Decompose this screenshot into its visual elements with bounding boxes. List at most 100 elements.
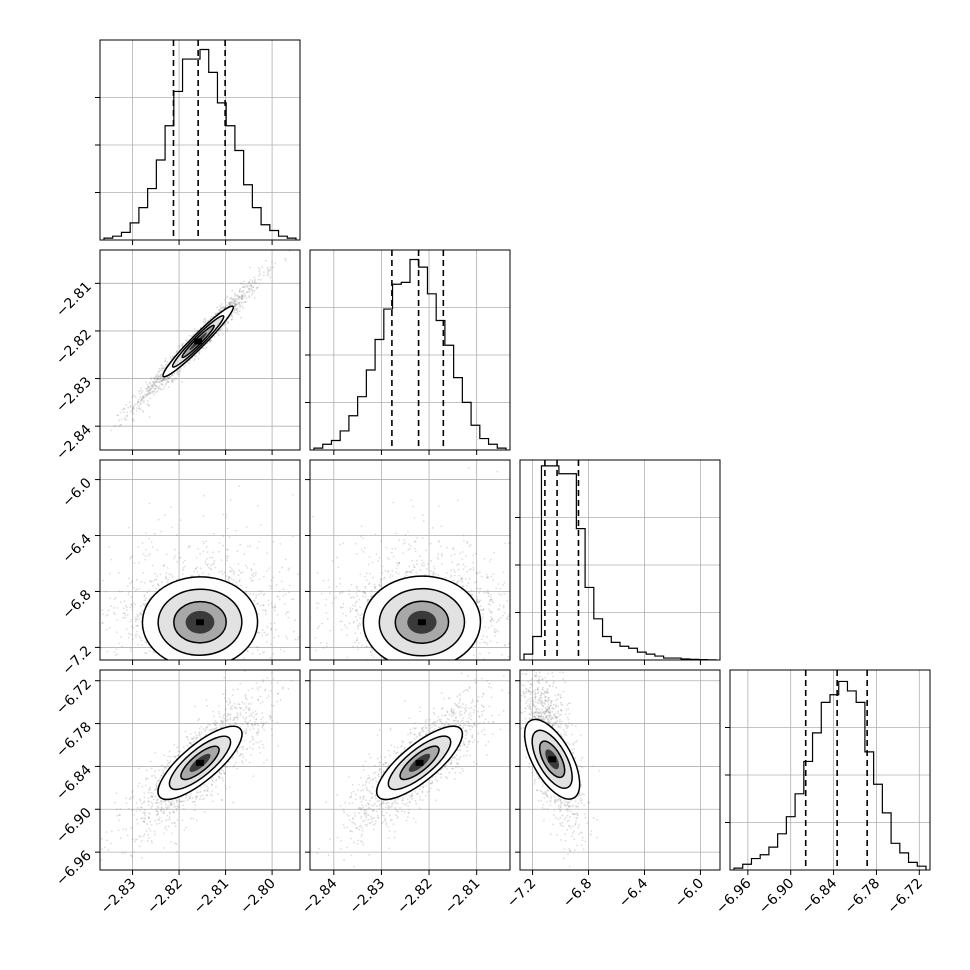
- sample-point: [147, 797, 150, 800]
- sample-point: [359, 614, 362, 617]
- sample-point: [149, 552, 151, 555]
- sample-point: [182, 566, 185, 569]
- sample-point: [100, 859, 103, 861]
- sample-point: [229, 297, 231, 300]
- sample-point: [162, 377, 165, 380]
- sample-point: [461, 578, 464, 581]
- sample-point: [147, 404, 150, 407]
- sample-point: [291, 535, 294, 538]
- sample-point: [306, 637, 308, 639]
- sample-point: [226, 330, 228, 332]
- sample-point: [507, 656, 510, 658]
- sample-point: [235, 309, 238, 311]
- sample-point: [441, 554, 443, 557]
- sample-point: [212, 800, 214, 803]
- sample-point: [161, 811, 164, 814]
- sample-point: [479, 652, 481, 655]
- sample-point: [479, 605, 482, 607]
- sample-point: [264, 609, 267, 612]
- sample-point: [339, 606, 342, 608]
- sample-point: [174, 825, 177, 827]
- sample-point: [253, 720, 256, 723]
- sample-point: [405, 570, 408, 573]
- sample-point: [203, 321, 206, 324]
- sample-point: [247, 707, 250, 710]
- sample-point: [192, 817, 195, 820]
- sample-point: [275, 584, 278, 586]
- sample-point: [126, 609, 128, 612]
- sample-point: [256, 734, 259, 737]
- sample-point: [169, 375, 172, 378]
- sample-point: [164, 366, 167, 368]
- sample-point: [195, 737, 198, 740]
- sample-point: [247, 287, 250, 290]
- sample-point: [487, 626, 490, 629]
- sample-point: [325, 598, 328, 601]
- sample-point: [139, 403, 142, 406]
- sample-point: [423, 685, 425, 687]
- sample-point: [238, 295, 241, 298]
- sample-point: [220, 303, 223, 305]
- sample-point: [185, 673, 187, 675]
- sample-point: [298, 237, 300, 239]
- sample-point: [227, 321, 230, 324]
- sample-point: [173, 379, 176, 381]
- sample-point: [91, 621, 93, 623]
- sample-point: [151, 381, 154, 383]
- sample-point: [392, 555, 395, 558]
- sample-point: [408, 547, 411, 550]
- sample-point: [147, 390, 149, 393]
- sample-point: [190, 742, 192, 744]
- sample-point: [248, 664, 250, 666]
- sample-point: [339, 620, 342, 623]
- sample-point: [232, 688, 235, 691]
- sample-point: [147, 777, 150, 780]
- sample-point: [263, 651, 266, 653]
- sample-point: [213, 335, 216, 338]
- sample-point: [116, 607, 119, 609]
- sample-point: [257, 631, 259, 633]
- sample-point: [200, 668, 202, 670]
- sample-point: [308, 588, 310, 590]
- sample-point: [362, 695, 364, 697]
- sample-point: [465, 585, 468, 587]
- sample-point: [236, 688, 239, 691]
- sample-point: [476, 600, 479, 603]
- sample-point: [153, 579, 156, 582]
- sample-point: [194, 567, 197, 570]
- sample-point: [228, 576, 231, 578]
- sample-point: [492, 619, 495, 622]
- sample-point: [156, 381, 159, 384]
- sample-point: [132, 394, 135, 397]
- sample-point: [140, 581, 143, 583]
- sample-point: [249, 290, 251, 293]
- sample-point: [221, 777, 224, 780]
- sample-point: [497, 583, 500, 585]
- sample-point: [144, 811, 147, 814]
- sample-point: [357, 624, 360, 627]
- sample-point: [258, 274, 260, 277]
- sample-point: [502, 584, 504, 586]
- sample-point: [113, 651, 116, 654]
- sample-point: [225, 559, 228, 562]
- sample-point: [202, 727, 205, 730]
- sample-point: [419, 569, 422, 571]
- sample-point: [140, 397, 143, 400]
- sample-point: [147, 385, 150, 388]
- sample-point: [220, 328, 222, 331]
- sample-point: [224, 692, 227, 695]
- sample-point: [118, 642, 121, 645]
- sample-point: [479, 608, 482, 611]
- sample-point: [404, 541, 407, 544]
- sample-point: [386, 570, 389, 573]
- sample-point: [147, 811, 150, 814]
- sample-point: [146, 694, 148, 696]
- sample-point: [235, 298, 238, 301]
- sample-point: [187, 546, 190, 549]
- sample-point: [224, 708, 227, 711]
- sample-point: [416, 559, 418, 562]
- sample-point: [237, 295, 240, 297]
- sample-point: [162, 671, 164, 673]
- sample-point: [145, 387, 148, 390]
- sample-point: [159, 374, 162, 377]
